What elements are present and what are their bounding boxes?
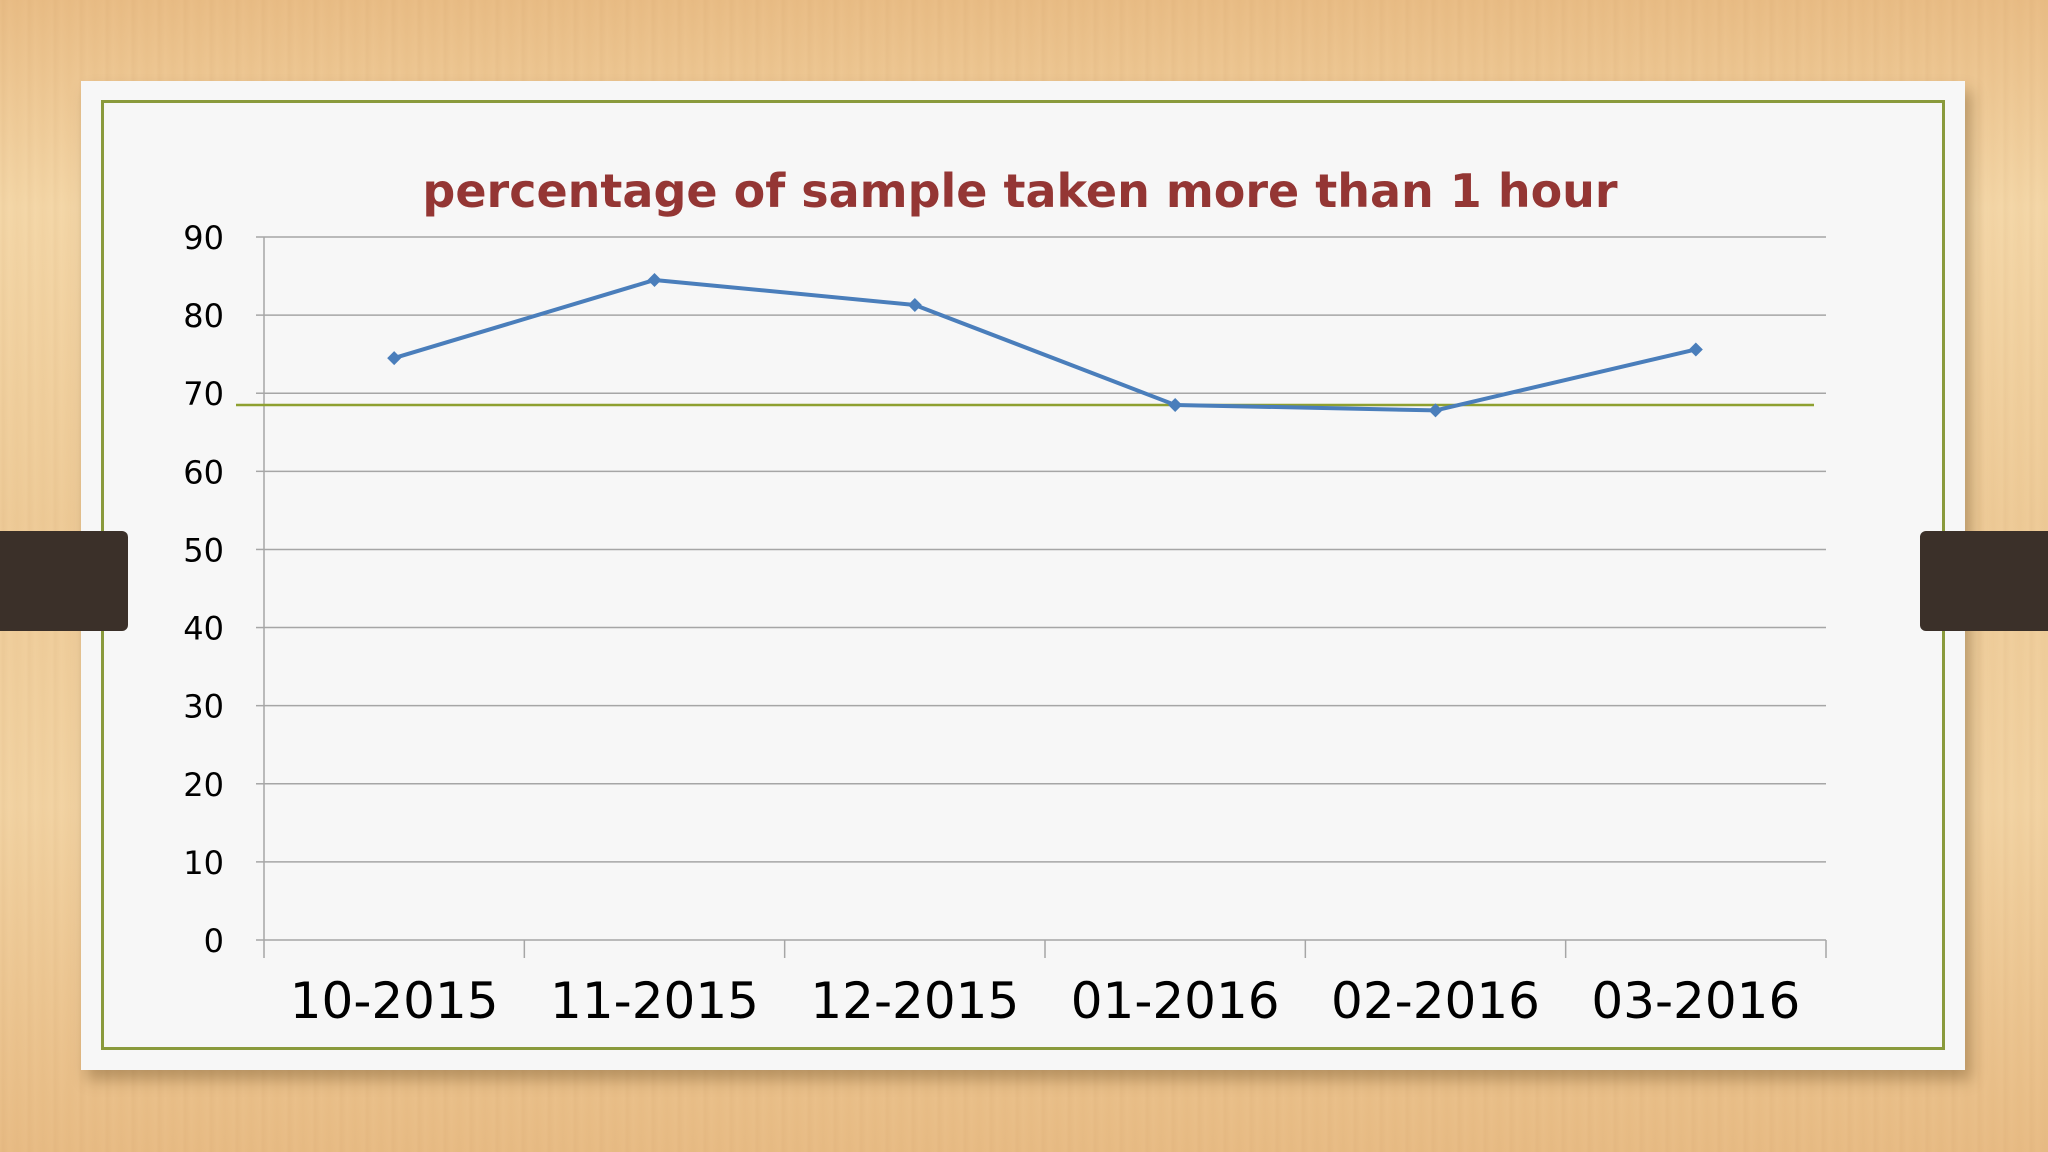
- data-point-marker: [1168, 397, 1183, 412]
- series-line: [393, 277, 1697, 413]
- x-tick-label: 03-2016: [1591, 972, 1800, 1030]
- x-tick-label: 11-2015: [550, 972, 759, 1030]
- slide-card: [81, 81, 1965, 1070]
- chart-title: percentage of sample taken more than 1 h…: [422, 164, 1618, 218]
- data-point-marker: [647, 272, 662, 287]
- y-tick-label: 80: [183, 297, 224, 335]
- data-point-marker: [907, 297, 922, 312]
- right-clip: [1920, 531, 2048, 631]
- gridlines: [264, 236, 1826, 863]
- y-tick-label: 70: [183, 375, 224, 413]
- y-tick-label: 0: [204, 922, 224, 960]
- x-tick-label: 12-2015: [810, 972, 1019, 1030]
- y-tick-label: 50: [183, 531, 224, 569]
- y-tick-label: 40: [183, 610, 224, 648]
- x-tick-label: 10-2015: [290, 972, 499, 1030]
- series-layer: [387, 272, 1703, 418]
- x-tick-label: 02-2016: [1331, 972, 1540, 1030]
- y-tick-label: 30: [183, 688, 224, 726]
- data-point-marker: [1688, 342, 1703, 357]
- data-point-marker: [387, 351, 402, 366]
- y-tick-label: 10: [183, 844, 224, 882]
- y-tick-label: 90: [183, 219, 224, 257]
- y-tick-label: 60: [183, 453, 224, 491]
- data-point-marker: [1428, 403, 1443, 418]
- tick-labels: 0 10 20 30 40 50 60 70 80 90 10-2015 11-2015 12-2015…: [183, 219, 1800, 1030]
- y-tick-label: 20: [183, 766, 224, 804]
- axes: [256, 236, 1827, 958]
- x-tick-label: 01-2016: [1071, 972, 1280, 1030]
- left-clip: [0, 531, 128, 631]
